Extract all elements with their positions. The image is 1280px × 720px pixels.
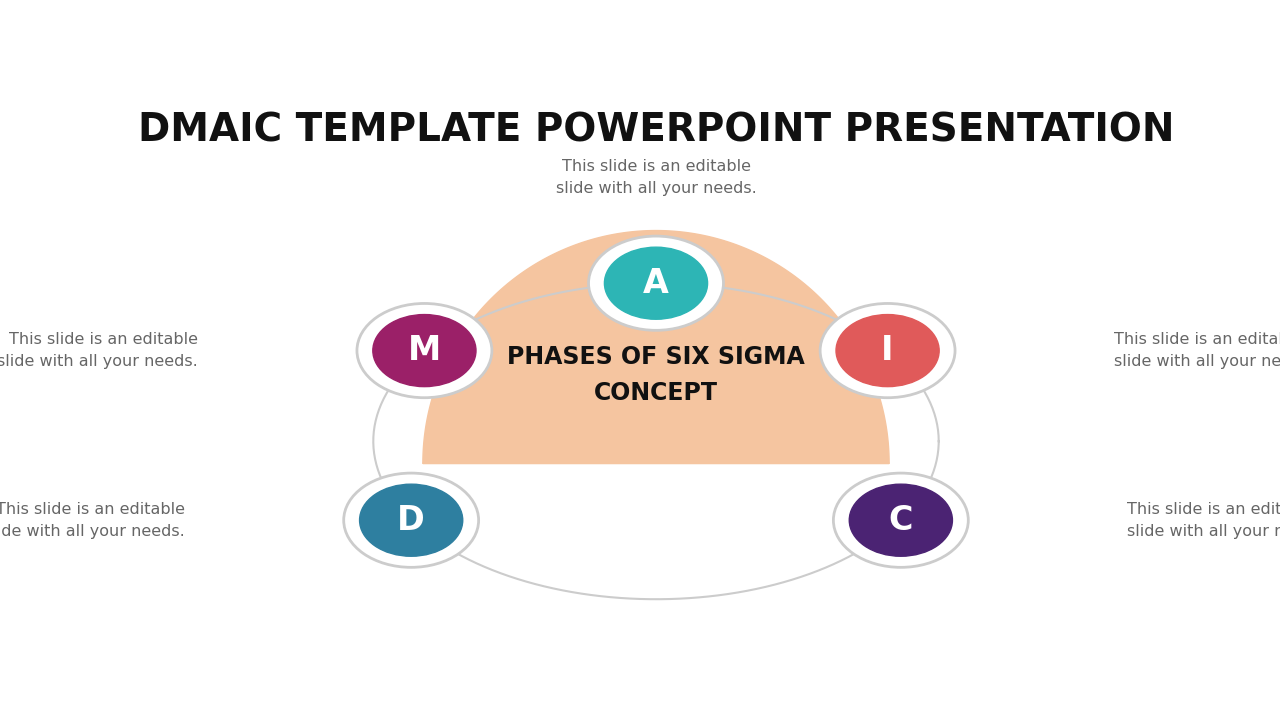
Text: A: A — [643, 266, 669, 300]
Text: I: I — [882, 334, 893, 367]
Ellipse shape — [849, 484, 952, 557]
Text: This slide is an editable
slide with all your needs.: This slide is an editable slide with all… — [556, 159, 756, 197]
Polygon shape — [422, 230, 890, 464]
Text: DMAIC TEMPLATE POWERPOINT PRESENTATION: DMAIC TEMPLATE POWERPOINT PRESENTATION — [138, 112, 1174, 149]
Ellipse shape — [820, 303, 955, 397]
Ellipse shape — [836, 315, 940, 387]
Text: D: D — [397, 504, 425, 536]
Ellipse shape — [833, 473, 968, 567]
Ellipse shape — [357, 303, 492, 397]
Ellipse shape — [360, 484, 463, 557]
Ellipse shape — [589, 236, 723, 330]
Ellipse shape — [344, 473, 479, 567]
Text: This slide is an editable
slide with all your needs.: This slide is an editable slide with all… — [1126, 502, 1280, 539]
Text: This slide is an editable
slide with all your needs.: This slide is an editable slide with all… — [1114, 332, 1280, 369]
Text: C: C — [888, 504, 913, 536]
Text: This slide is an editable
slide with all your needs.: This slide is an editable slide with all… — [0, 332, 198, 369]
Ellipse shape — [372, 315, 476, 387]
Text: M: M — [408, 334, 442, 367]
Text: This slide is an editable
slide with all your needs.: This slide is an editable slide with all… — [0, 502, 186, 539]
Text: PHASES OF SIX SIGMA
CONCEPT: PHASES OF SIX SIGMA CONCEPT — [507, 345, 805, 405]
Ellipse shape — [604, 247, 708, 319]
